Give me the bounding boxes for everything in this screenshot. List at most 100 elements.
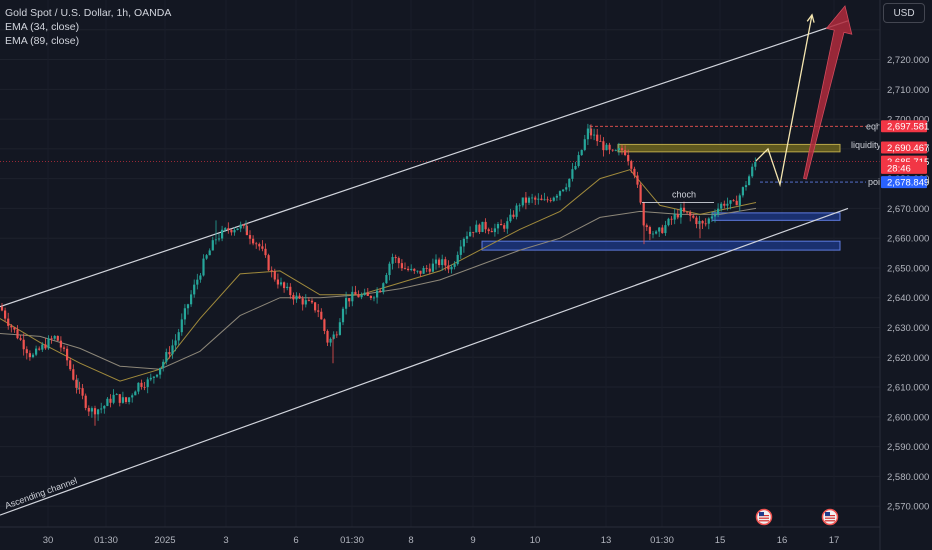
candle-body <box>190 294 193 305</box>
candle-body <box>140 382 143 387</box>
candle-body <box>487 229 490 232</box>
candle-body <box>292 295 295 300</box>
candle-body <box>174 340 177 346</box>
candle-body <box>317 310 320 312</box>
candle-body <box>326 330 329 343</box>
candle-body <box>62 347 66 349</box>
candle-body <box>360 294 363 298</box>
candle-body <box>320 311 323 320</box>
time-tick-label: 3 <box>223 535 228 546</box>
ema-89-legend[interactable]: EMA (89, close) <box>5 35 80 47</box>
candle-body <box>38 348 41 350</box>
candle-body <box>0 306 4 311</box>
currency-button[interactable]: USD <box>883 3 925 23</box>
candle-body <box>87 407 90 412</box>
candle-body <box>611 149 614 151</box>
candle-body <box>379 290 382 293</box>
candle-body <box>131 395 134 398</box>
candle-body <box>369 295 372 299</box>
candle-body <box>165 352 168 362</box>
candle-body <box>143 386 146 388</box>
candle-body <box>196 279 199 285</box>
candle-body <box>183 308 186 320</box>
candle-body <box>388 263 391 276</box>
candle-body <box>248 235 252 239</box>
channel-upper-line[interactable] <box>0 20 849 308</box>
time-tick-label: 10 <box>530 535 541 546</box>
candle-body <box>441 259 444 266</box>
price-tag <box>881 120 927 133</box>
candle-body <box>456 254 459 265</box>
candle-body <box>394 257 397 259</box>
candle-body <box>639 184 642 203</box>
candle-body <box>633 168 636 176</box>
candle-body <box>97 409 100 415</box>
candle-body <box>682 207 686 212</box>
candle-body <box>620 148 624 151</box>
price-tag <box>881 176 927 189</box>
channel-lower-line[interactable] <box>0 207 849 516</box>
chart-legend: Gold Spot / U.S. Dollar, 1h, OANDA EMA (… <box>5 6 171 48</box>
candle-body <box>168 352 171 355</box>
candle-body <box>323 319 326 331</box>
candle-body <box>208 250 211 256</box>
candle-body <box>211 240 214 251</box>
candle-body <box>686 211 689 213</box>
candle-body <box>571 169 574 179</box>
candle-body <box>242 224 245 226</box>
candle-body <box>679 207 682 218</box>
candle-body <box>450 266 453 270</box>
price-tick-label: 2,570.000 <box>887 502 929 513</box>
event-icon-ring <box>821 508 839 526</box>
candle-body <box>583 139 586 150</box>
candle-body <box>205 255 208 259</box>
candle-body <box>692 215 695 218</box>
price-axis[interactable]: 2,570.000 2,580.000 2,590.000 2,600.000 2,61… <box>879 0 932 550</box>
candle-body <box>35 348 38 355</box>
choch-label: choch <box>672 189 696 199</box>
candle-body <box>428 268 431 272</box>
ema-34-legend[interactable]: EMA (34, close) <box>5 21 80 33</box>
flag-stripe <box>759 517 769 519</box>
candle-body <box>171 345 174 355</box>
time-axis[interactable]: 30 01:30 2025 3 6 01:30 8 9 10 13 01:30 15 16 17 <box>0 526 880 546</box>
candle-body <box>416 270 419 272</box>
candle-body <box>568 178 571 188</box>
candle-body <box>410 268 413 271</box>
candle-body <box>704 223 707 225</box>
time-tick-label: 17 <box>829 535 840 546</box>
candle-body <box>407 268 410 271</box>
symbol-title[interactable]: Gold Spot / U.S. Dollar, 1h, OANDA <box>5 7 172 19</box>
candle-body <box>124 397 128 403</box>
candle-body <box>630 161 633 169</box>
candle-body <box>524 197 527 203</box>
candle-body <box>155 374 159 377</box>
candle-body <box>230 229 233 233</box>
candle-body <box>729 200 732 204</box>
candle-body <box>459 246 462 255</box>
candle-body <box>751 166 754 177</box>
candle-body <box>608 144 611 150</box>
candle-body <box>701 220 704 224</box>
candle-body <box>431 263 434 272</box>
candle-body <box>332 334 335 339</box>
demand-zone-upper <box>711 212 841 221</box>
projection-path <box>755 14 813 188</box>
us-economic-event-icon[interactable] <box>755 508 773 526</box>
event-icons[interactable] <box>755 508 839 526</box>
candle-body <box>506 221 509 229</box>
candle-body <box>605 144 608 151</box>
candle-body <box>413 268 416 271</box>
us-economic-event-icon[interactable] <box>821 508 839 526</box>
candle-body <box>186 304 190 309</box>
candle-body <box>273 271 276 280</box>
candle-body <box>75 379 78 388</box>
candle-body <box>552 197 555 201</box>
candle-body <box>667 218 670 226</box>
candle-body <box>103 405 106 409</box>
candle-body <box>233 230 236 233</box>
candle-body <box>673 214 676 220</box>
candle-body <box>348 298 351 302</box>
price-tag-label: 2,697.581 <box>887 122 929 133</box>
